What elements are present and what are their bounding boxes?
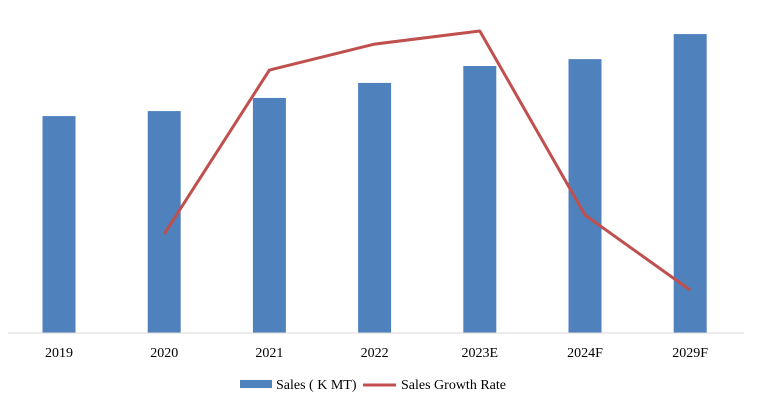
x-tick-label: 2023E <box>462 346 499 361</box>
legend: Sales ( K MT) Sales Growth Rate <box>240 378 506 393</box>
x-tick-label: 2029F <box>672 346 708 361</box>
bar-2020 <box>147 111 181 333</box>
legend-swatch-sales <box>240 380 272 388</box>
x-tick-label: 2019 <box>45 346 73 361</box>
x-tick-label: 2021 <box>255 346 283 361</box>
bar-2019 <box>42 116 76 333</box>
bar-series <box>42 34 707 334</box>
bar-2022 <box>358 82 392 334</box>
x-tick-label: 2022 <box>361 346 389 361</box>
line-series <box>162 29 692 292</box>
x-tick-label: 2020 <box>150 346 178 361</box>
legend-label-growth: Sales Growth Rate <box>401 378 506 393</box>
x-tick-labels: 2019 2020 2021 2022 2023E 2024F 2029F <box>45 346 708 361</box>
legend-label-sales: Sales ( K MT) <box>276 378 357 393</box>
bar-2021 <box>252 97 286 333</box>
bar-2029F <box>673 34 707 334</box>
growth-rate-line <box>162 29 692 292</box>
bar-2023E <box>463 66 497 334</box>
x-tick-label: 2024F <box>567 346 603 361</box>
